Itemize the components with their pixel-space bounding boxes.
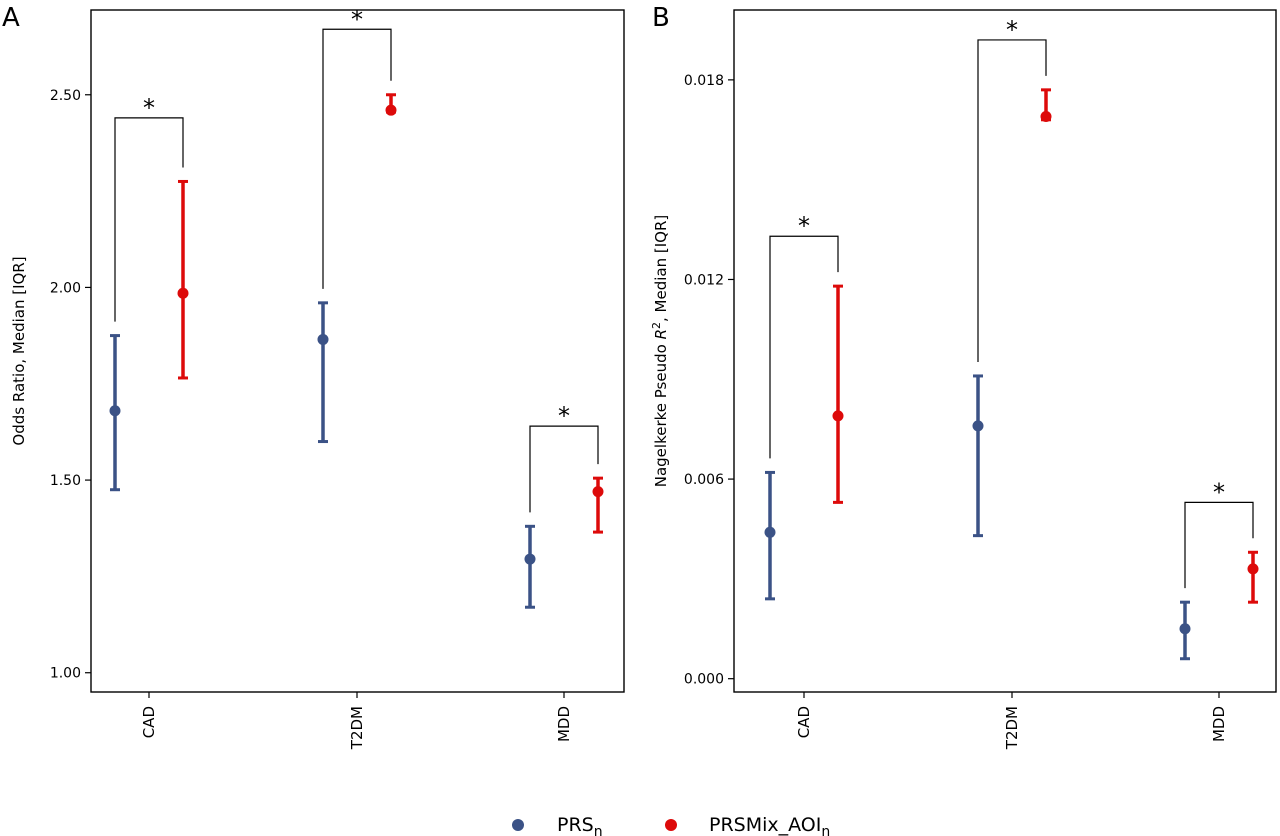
x-tick-label: MDD: [555, 706, 573, 742]
y-tick-label: 1.50: [50, 473, 81, 489]
significance-star: *: [143, 94, 155, 122]
median-point: [109, 405, 121, 417]
y-tick-label: 0.018: [684, 73, 724, 89]
x-tick-label: MDD: [1210, 706, 1228, 742]
y-axis-label: Odds Ratio, Median [IQR]: [10, 256, 28, 445]
legend-label: PRSMix_AOIn: [709, 814, 830, 836]
y-tick-label: 0.012: [684, 272, 724, 288]
y-tick-label: 1.00: [50, 666, 81, 682]
panel-letter: A: [2, 3, 20, 33]
median-point: [764, 526, 776, 538]
y-tick-label: 0.006: [684, 472, 724, 488]
significance-bracket: [1184, 501, 1254, 589]
median-point: [1179, 623, 1191, 635]
panel-b: B 0.000 0.006 0.012 0.018 Nagelkerke Pseudo R…: [650, 3, 1277, 750]
significance-bracket: [769, 235, 839, 459]
x-tick-label: T2DM: [1003, 706, 1021, 750]
panel-a: A 1.00 1.50 2.00 2.50 Odds Ratio, Median [IQR…: [2, 3, 625, 750]
y-tick-label: 0.000: [684, 672, 724, 688]
significance-star: *: [558, 402, 570, 430]
significance-star: *: [1006, 16, 1018, 44]
y-tick-label: 2.50: [50, 88, 81, 104]
significance-bracket: [322, 28, 392, 289]
median-point: [177, 287, 189, 299]
legend-marker: [665, 819, 677, 831]
median-point: [317, 333, 329, 345]
median-point: [1247, 563, 1259, 575]
significance-bracket: [114, 117, 184, 322]
legend-marker: [512, 819, 524, 831]
plot-frame: [90, 9, 625, 693]
plot-frame: [733, 9, 1277, 693]
x-tick-label: CAD: [140, 706, 158, 738]
median-point: [832, 410, 844, 422]
panel-letter: B: [652, 3, 670, 33]
y-tick-label: 2.00: [50, 280, 81, 296]
legend-label: PRSn: [557, 814, 603, 836]
median-point: [972, 420, 984, 432]
median-point: [385, 104, 397, 116]
median-point: [1040, 110, 1052, 122]
significance-bracket: [529, 425, 599, 513]
y-axis-label: Nagelkerke Pseudo R2, Median [IQR]: [650, 215, 670, 488]
significance-star: *: [1213, 478, 1225, 506]
x-tick-label: CAD: [795, 706, 813, 738]
significance-star: *: [351, 5, 363, 33]
x-tick-label: T2DM: [348, 706, 366, 750]
median-point: [592, 486, 604, 498]
significance-bracket: [977, 39, 1047, 362]
legend: PRSn PRSMix_AOIn: [512, 814, 830, 836]
significance-star: *: [798, 212, 810, 240]
median-point: [524, 553, 536, 565]
